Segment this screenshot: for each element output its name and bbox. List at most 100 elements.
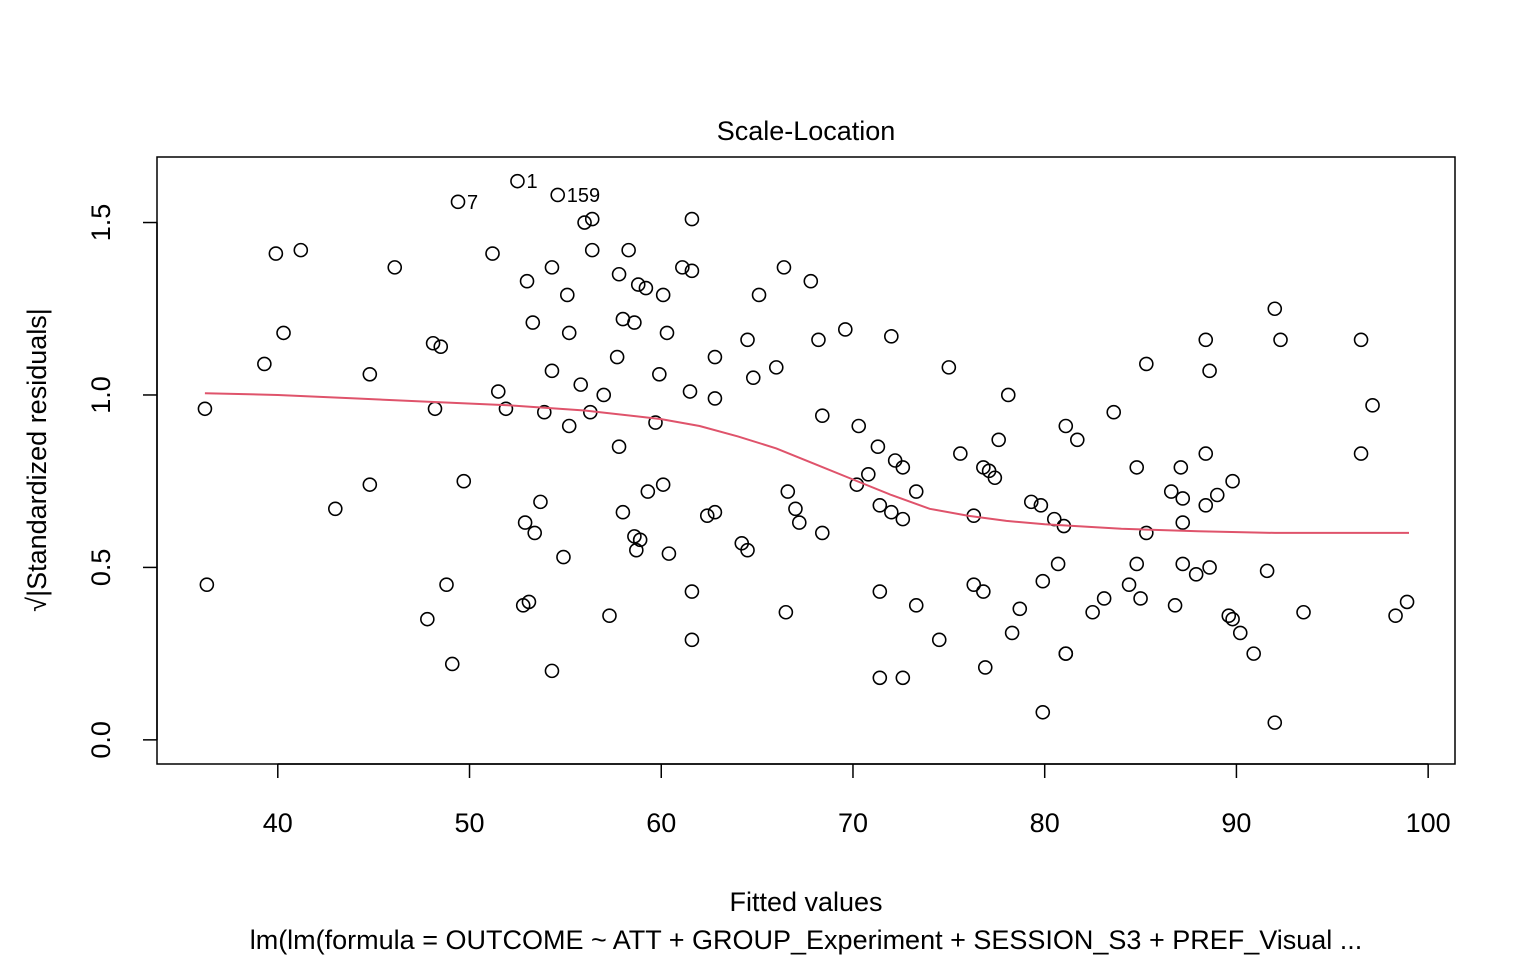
data-point [544,663,560,679]
data-point [884,504,899,520]
data-point [745,370,761,386]
data-point [544,363,560,379]
data-point [556,549,571,565]
data-point [1202,560,1217,575]
data-point [768,360,784,375]
y-tick-label: 0.5 [86,549,116,587]
data-point [584,211,600,227]
point-label: 7 [467,192,478,214]
data-point [987,470,1003,486]
data-point [966,577,982,592]
data-point [707,391,723,406]
data-point [895,460,911,475]
data-point [1023,494,1039,510]
points-layer [197,173,1415,730]
data-point [776,260,792,275]
x-axis: 40 50 60 70 80 90 100 [263,763,1451,838]
data-point [851,418,867,434]
data-point [931,632,947,648]
data-point [655,477,671,492]
data-point [521,594,537,610]
data-point [615,504,631,520]
data-point [1012,601,1028,617]
smoother-line [204,392,1409,534]
data-point [648,415,663,430]
data-point [659,325,675,341]
data-point [1198,498,1214,513]
data-point [544,260,560,275]
data-point [1173,460,1189,475]
data-point [941,360,957,375]
data-point [872,584,888,599]
x-tick-label: 40 [263,808,293,838]
data-point [510,173,525,189]
x-tick-label: 80 [1030,808,1060,838]
data-point [1365,398,1380,413]
data-point [1353,446,1369,461]
data-point [707,504,723,520]
data-point [268,246,284,261]
data-point [425,335,441,351]
data-point [498,401,514,417]
data-point [1388,608,1403,623]
x-axis-label: Fitted values [729,887,882,917]
data-point [884,329,899,344]
x-tick-label: 100 [1406,808,1451,838]
data-point [655,287,671,303]
data-point [1035,573,1051,589]
data-point [1259,563,1275,579]
data-point [596,387,612,403]
data-point [611,439,627,455]
data-point [199,577,215,592]
data-point [611,266,627,282]
data-point [778,604,794,620]
data-point [1225,611,1240,627]
data-point [684,584,700,599]
data-point [602,608,617,623]
data-point [1209,487,1225,503]
data-point [550,187,566,203]
data-point [1232,625,1248,641]
data-point [629,542,644,558]
data-point [1129,460,1145,475]
data-point [791,515,807,530]
data-point [519,273,535,289]
data-point [684,263,700,279]
data-point [490,384,506,399]
x-tick-label: 60 [646,808,676,838]
data-point [456,473,472,489]
data-point [1188,567,1204,582]
data-point [872,498,888,513]
data-point [632,532,648,548]
data-point [561,418,577,434]
data-point [675,260,690,275]
data-point [1085,604,1100,620]
data-point [684,632,700,648]
y-tick-label: 0.0 [86,721,116,759]
data-point [751,287,767,303]
data-point [1058,646,1074,661]
data-point [293,242,309,258]
data-point [1225,473,1240,489]
data-point [527,525,543,541]
data-point [977,660,993,675]
data-point [1353,332,1369,348]
data-point [908,484,924,499]
data-point [439,577,454,592]
data-point [740,332,755,348]
data-point [621,242,636,258]
data-point [1273,332,1288,348]
y-axis: 0.0 0.5 1.0 1.5 [86,204,158,759]
model-caption: lm(lm(formula = OUTCOME ~ ATT + GROUP_Ex… [250,925,1363,955]
data-point [1221,608,1237,623]
data-point [1163,484,1179,499]
data-point [1267,301,1283,317]
data-point [838,322,853,337]
data-point [870,439,886,455]
data-point [1106,404,1122,420]
data-point [682,384,698,399]
data-point [1121,577,1137,592]
data-point [1246,646,1261,661]
data-point [1058,418,1074,434]
